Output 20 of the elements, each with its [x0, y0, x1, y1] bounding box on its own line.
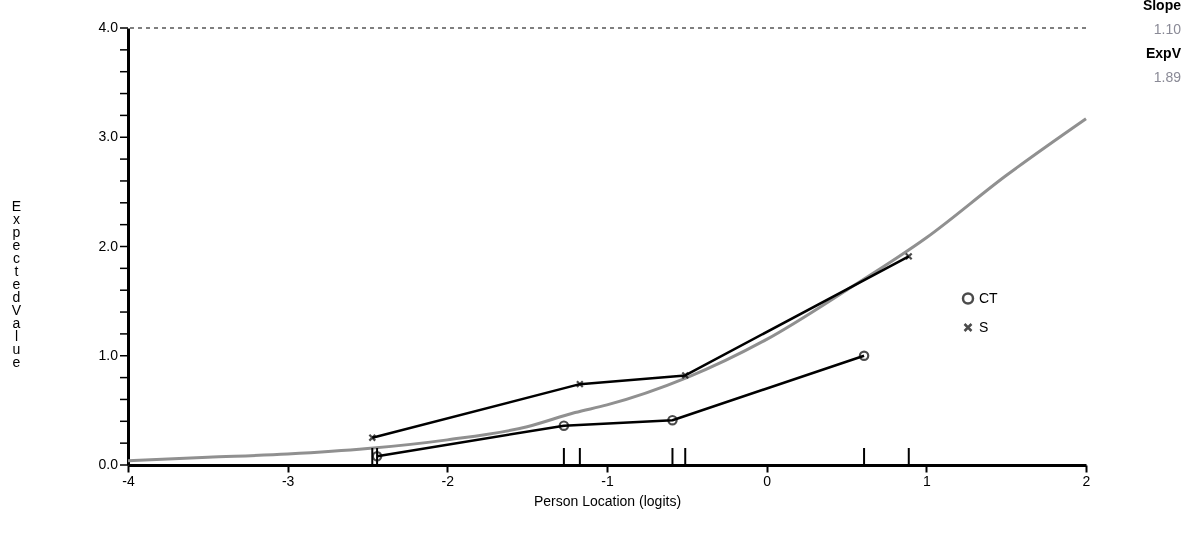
y-tick-label: 1.0 [98, 346, 119, 363]
text: 1.10 [1153, 21, 1182, 37]
x-tick-label: 1 [922, 472, 931, 489]
x-tick-label: -1 [601, 472, 614, 489]
legend-label: S [979, 318, 989, 335]
text: 1.89 [1153, 69, 1182, 85]
y-tick-label: 2.0 [98, 237, 119, 254]
x-tick-label: 2 [1082, 472, 1091, 489]
text: Slope [1142, 0, 1182, 13]
legend-label: CT [979, 289, 999, 306]
text: Expected Value [11, 198, 22, 370]
y-tick-label: 0.0 [98, 456, 119, 472]
text: ExpV [1145, 45, 1182, 61]
y-tick-label: 3.0 [98, 128, 119, 145]
x-tick-label: 0 [763, 472, 772, 489]
x-tick-label: -3 [281, 472, 295, 489]
y-tick-label: 4.0 [98, 19, 119, 35]
x-tick-label: -2 [441, 472, 455, 489]
x-axis-title: Person Location (logits) [533, 492, 682, 509]
x-tick-label: -4 [122, 472, 135, 489]
